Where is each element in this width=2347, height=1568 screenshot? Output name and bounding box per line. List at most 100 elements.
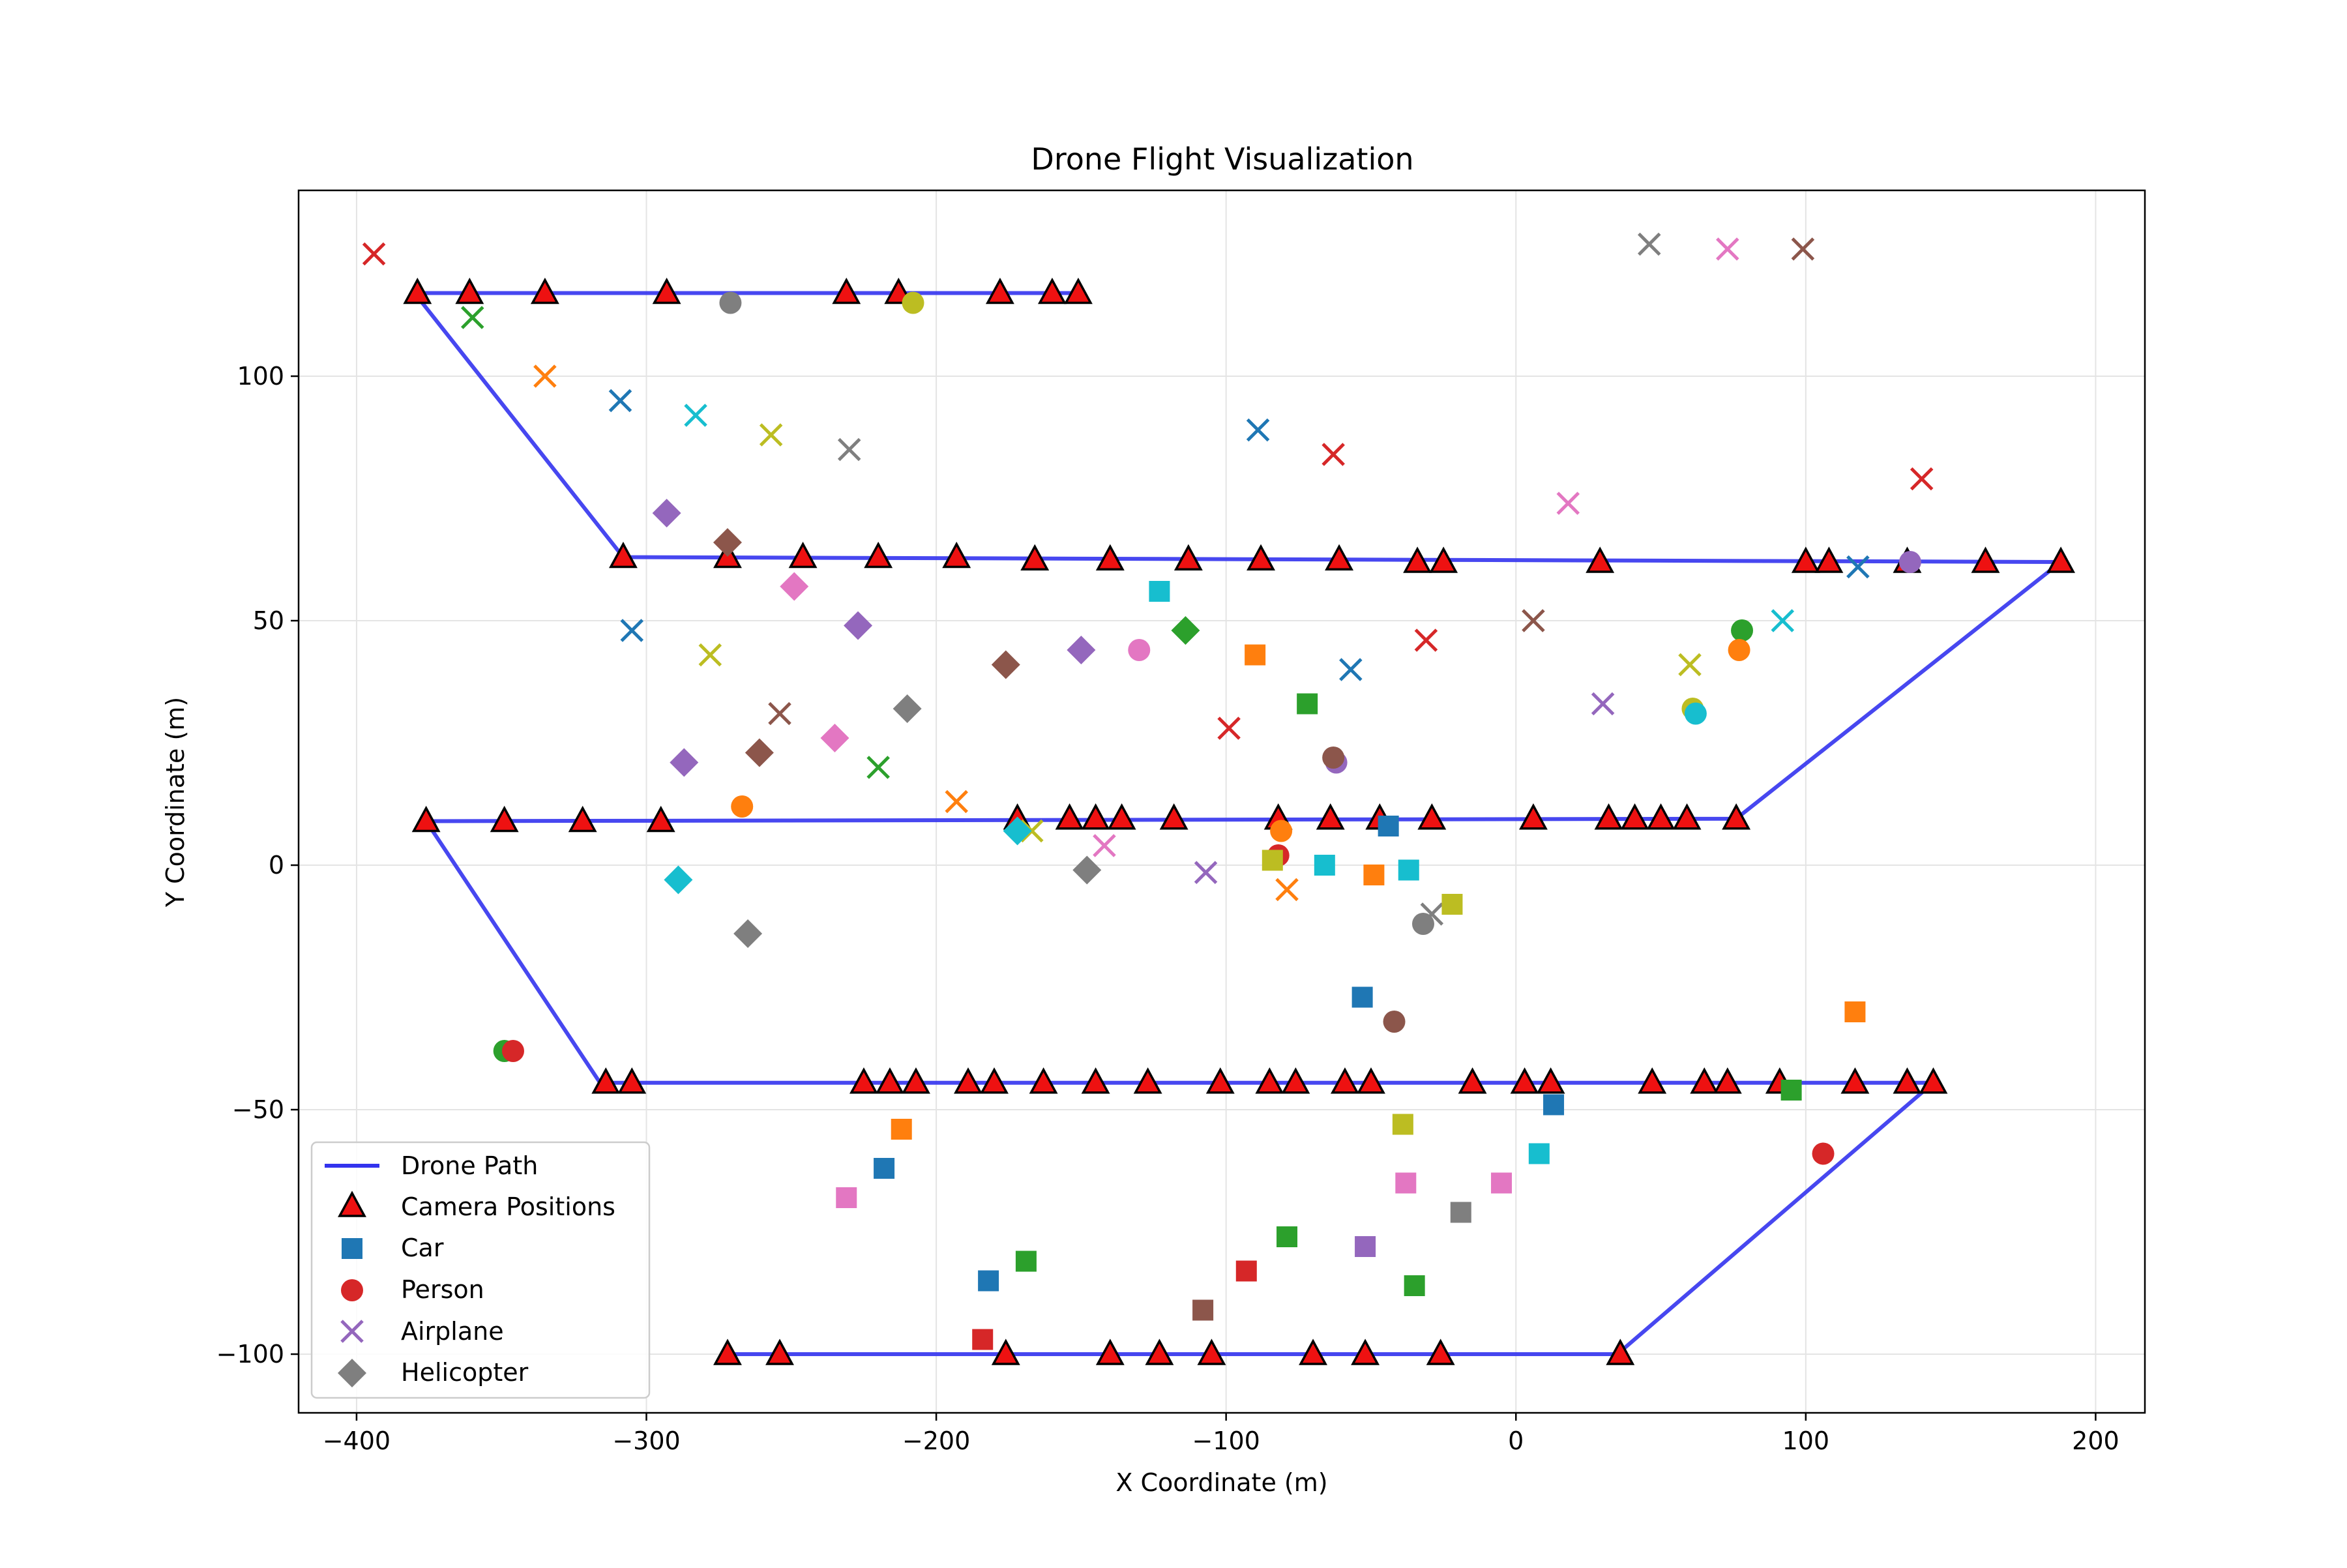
helicopter-marker (820, 724, 849, 752)
car-marker (1543, 1094, 1565, 1116)
car-marker (1314, 855, 1335, 876)
camera-marker (942, 541, 971, 569)
camera-marker (832, 277, 861, 304)
car-marker (1015, 1250, 1037, 1272)
airplane-marker (684, 404, 707, 427)
camera-marker (1133, 1067, 1162, 1094)
camera-marker (455, 277, 484, 304)
car-marker (1378, 816, 1399, 836)
y-tick-label: 0 (269, 851, 284, 880)
camera-marker (1429, 546, 1458, 573)
car-marker (1297, 693, 1318, 715)
airplane-marker (1771, 609, 1795, 632)
camera-marker (1919, 1067, 1948, 1094)
helicopter-marker (991, 650, 1020, 679)
legend-helicopter-marker (338, 1359, 366, 1387)
car-marker (1450, 1202, 1471, 1223)
camera-marker (1536, 1067, 1565, 1094)
y-tick-label: −100 (216, 1340, 284, 1368)
camera-marker (1971, 546, 2000, 573)
airplane-marker (460, 306, 484, 329)
legend-car-marker (342, 1238, 362, 1259)
legend-airplane-label: Airplane (401, 1317, 504, 1346)
airplane-marker (1846, 555, 1870, 579)
person-marker (1684, 702, 1707, 725)
helicopter-marker (670, 748, 699, 777)
x-axis-label: X Coordinate (m) (1115, 1468, 1327, 1497)
camera-marker (1351, 1339, 1380, 1365)
camera-marker (1814, 546, 1844, 573)
camera-marker (652, 277, 681, 304)
camera-marker (1316, 803, 1345, 830)
car-marker (874, 1158, 895, 1179)
camera-marker (1426, 1339, 1455, 1365)
camera-marker (1145, 1339, 1174, 1365)
camera-marker (954, 1067, 982, 1094)
camera-marker (1205, 1067, 1235, 1094)
person-marker (731, 795, 754, 818)
helicopter-marker (733, 919, 763, 948)
y-axis-label: Y Coordinate (m) (161, 697, 190, 908)
tick-layer: −400 −300 −200 −100 0 100 200 −100 −50 0 50 100 (216, 362, 2119, 1455)
legend-helicopter-label: Helicopter (401, 1358, 529, 1387)
airplane-marker (1716, 237, 1739, 261)
airplane-marker (1321, 443, 1345, 466)
camera-marker (1174, 544, 1203, 570)
camera-marker (403, 277, 432, 304)
airplane-marker (608, 389, 632, 413)
car-marker (1392, 1114, 1413, 1135)
car-marker (1363, 865, 1385, 885)
car-marker (1395, 1172, 1417, 1194)
camera-marker (411, 805, 441, 833)
airplane-marker (1217, 717, 1241, 740)
legend: Drone Path Camera Positions Car Person A… (310, 1141, 651, 1399)
person-marker (1128, 639, 1151, 661)
camera-marker (568, 805, 597, 833)
airplane-marker (533, 364, 557, 388)
airplane-marker (1591, 692, 1615, 716)
camera-marker (1606, 1339, 1635, 1365)
x-tick-label: 100 (1782, 1427, 1830, 1455)
x-tick-label: −100 (1192, 1427, 1260, 1455)
camera-marker (1840, 1067, 1870, 1094)
camera-marker (1417, 803, 1447, 830)
camera-marker (1159, 803, 1188, 830)
camera-marker (765, 1339, 794, 1365)
car-marker (1235, 1260, 1257, 1282)
car-marker (1351, 986, 1373, 1008)
person-marker (1728, 639, 1750, 661)
airplane-marker (698, 643, 722, 667)
car-marker (891, 1119, 912, 1140)
person-marker (719, 291, 742, 314)
airplane-marker (837, 437, 861, 462)
camera-marker (608, 541, 638, 569)
person-marker (902, 291, 924, 314)
airplane-marker (1093, 834, 1116, 857)
airplane-marker (1791, 237, 1815, 261)
airplane-marker (1246, 418, 1270, 442)
car-marker (1780, 1080, 1802, 1101)
camera-marker (980, 1067, 1009, 1094)
camera-marker (1281, 1067, 1310, 1094)
camera-marker (490, 805, 519, 833)
helicopter-marker (745, 738, 774, 767)
camera-marker (876, 1067, 904, 1094)
camera-marker (1029, 1067, 1058, 1094)
airplane-marker (620, 619, 644, 642)
legend-box (310, 1141, 651, 1399)
legend-path-label: Drone Path (401, 1151, 538, 1180)
helicopter-marker (893, 694, 922, 723)
camera-marker (849, 1067, 878, 1094)
helicopter-marker (780, 572, 809, 601)
person-marker (1898, 551, 1921, 573)
helicopter-marker (1072, 855, 1102, 885)
camera-marker (530, 277, 559, 304)
legend-camera-label: Camera Positions (401, 1192, 615, 1221)
camera-marker (788, 541, 818, 569)
camera-marker (1403, 546, 1432, 573)
airplane-marker (1194, 861, 1218, 885)
airplane-marker (362, 242, 386, 266)
camera-marker (1638, 1067, 1667, 1094)
person-marker (1270, 820, 1293, 842)
x-tick-label: 200 (2072, 1427, 2119, 1455)
